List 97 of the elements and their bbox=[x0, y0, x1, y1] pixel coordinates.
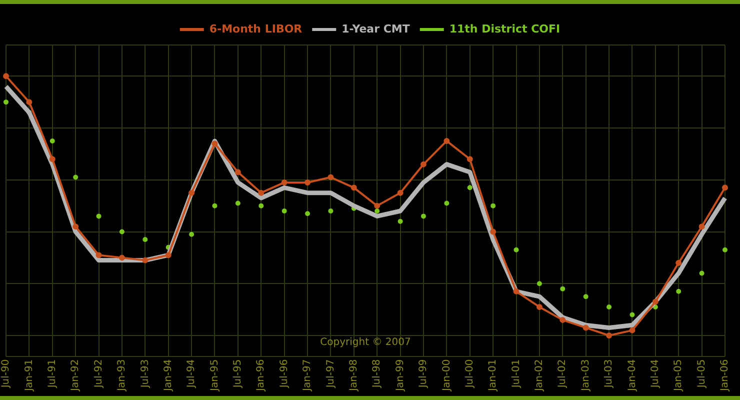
x-tick-label: Jul-96 bbox=[278, 359, 290, 389]
point bbox=[398, 218, 403, 224]
point bbox=[72, 224, 79, 230]
legend-label: 11th District COFI bbox=[449, 22, 560, 36]
x-tick-label: Jul-04 bbox=[650, 359, 662, 389]
point bbox=[374, 202, 380, 209]
point bbox=[722, 247, 728, 252]
x-tick-label: Jul-97 bbox=[325, 359, 336, 389]
x-tick-label: Jan-92 bbox=[70, 359, 82, 392]
x-tick-label: Jul-99 bbox=[418, 359, 430, 389]
x-tick-label: Jan-03 bbox=[580, 359, 592, 392]
point bbox=[188, 190, 195, 196]
x-tick-label: Jul-95 bbox=[232, 359, 244, 389]
point bbox=[514, 247, 519, 252]
point bbox=[118, 254, 125, 261]
point bbox=[722, 184, 728, 191]
point bbox=[420, 161, 426, 168]
point bbox=[606, 304, 612, 310]
point bbox=[26, 99, 32, 106]
point bbox=[281, 179, 288, 186]
point bbox=[676, 288, 682, 294]
point bbox=[49, 156, 56, 162]
point bbox=[96, 252, 102, 258]
x-tick-label: Jul-92 bbox=[93, 359, 104, 389]
x-tick-label: Jan-95 bbox=[209, 359, 220, 392]
x-tick-label: Jul-03 bbox=[604, 359, 615, 389]
point bbox=[420, 214, 426, 219]
point bbox=[328, 174, 334, 180]
legend-label: 1-Year CMT bbox=[342, 22, 410, 36]
point bbox=[96, 214, 102, 219]
x-tick-label: Jan-94 bbox=[162, 359, 174, 392]
point bbox=[258, 190, 264, 196]
point bbox=[235, 200, 240, 206]
point bbox=[397, 190, 404, 196]
x-tick-label: Jan-98 bbox=[348, 359, 360, 392]
point bbox=[652, 304, 658, 310]
point bbox=[142, 257, 148, 264]
x-tick-label: Jan-99 bbox=[394, 359, 406, 392]
point bbox=[3, 73, 9, 80]
point bbox=[50, 138, 55, 144]
point bbox=[119, 229, 124, 234]
x-tick-label: Jan-05 bbox=[673, 359, 684, 392]
point bbox=[73, 174, 78, 180]
x-tick-label: Jan-00 bbox=[441, 359, 452, 392]
x-tick-label: Jul-00 bbox=[464, 359, 476, 389]
point bbox=[560, 286, 566, 292]
point bbox=[490, 203, 496, 208]
x-tick-label: Jan-02 bbox=[534, 359, 546, 392]
x-tick-label: Jul-05 bbox=[696, 359, 708, 389]
x-tick-label: Jan-91 bbox=[24, 359, 35, 392]
point bbox=[444, 138, 450, 144]
point bbox=[258, 203, 264, 208]
point bbox=[282, 208, 287, 214]
point bbox=[676, 260, 682, 266]
x-tick-label: Jan-96 bbox=[256, 359, 267, 392]
point bbox=[374, 208, 380, 214]
x-tick-label: Jan-97 bbox=[302, 359, 314, 392]
x-tick-label: Jul-01 bbox=[510, 359, 522, 389]
point bbox=[212, 140, 218, 147]
x-tick-label: Jan-06 bbox=[720, 359, 731, 392]
point bbox=[444, 200, 450, 206]
point bbox=[304, 179, 311, 186]
point bbox=[234, 169, 241, 176]
point bbox=[212, 203, 218, 208]
point bbox=[513, 288, 520, 294]
point bbox=[328, 208, 334, 214]
point bbox=[142, 237, 148, 242]
x-tick-label: Jul-02 bbox=[557, 359, 568, 389]
point bbox=[630, 312, 635, 318]
point bbox=[4, 100, 8, 105]
point bbox=[698, 224, 705, 230]
x-tick-label: Jul-91 bbox=[46, 359, 58, 389]
point bbox=[536, 281, 542, 286]
point bbox=[536, 304, 542, 310]
x-tick-label: Jan-04 bbox=[626, 359, 638, 392]
point bbox=[699, 270, 704, 276]
point bbox=[583, 294, 588, 300]
point bbox=[305, 211, 310, 216]
text: Copyright © 2007 bbox=[320, 336, 411, 348]
x-tick-label: Jul-90 bbox=[0, 359, 12, 389]
x-tick-label: Jul-98 bbox=[372, 359, 383, 389]
point bbox=[350, 184, 357, 191]
point bbox=[582, 324, 589, 331]
point bbox=[466, 156, 473, 162]
x-tick-label: Jan-93 bbox=[116, 359, 128, 392]
point bbox=[165, 252, 172, 258]
point bbox=[629, 327, 636, 334]
point bbox=[189, 232, 194, 237]
point bbox=[467, 185, 472, 190]
x-tick-label: Jan-01 bbox=[488, 359, 499, 392]
x-tick-label: Jul-93 bbox=[140, 359, 151, 389]
point bbox=[490, 228, 496, 235]
point bbox=[606, 332, 612, 338]
point bbox=[560, 316, 566, 323]
legend-label: 6-Month LIBOR bbox=[209, 22, 303, 36]
x-tick-label: Jul-94 bbox=[186, 359, 198, 389]
point bbox=[652, 298, 658, 305]
